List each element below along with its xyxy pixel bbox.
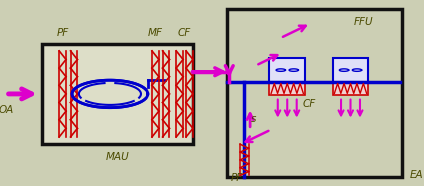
Bar bbox=[332, 82, 368, 95]
Bar bbox=[269, 82, 305, 95]
Text: MAU: MAU bbox=[106, 152, 129, 162]
Text: EA: EA bbox=[410, 170, 424, 180]
Text: PF: PF bbox=[231, 173, 243, 183]
Text: MF: MF bbox=[148, 28, 163, 38]
Bar bbox=[269, 58, 305, 82]
Bar bbox=[227, 9, 402, 177]
Text: CF: CF bbox=[302, 99, 315, 109]
Text: CF: CF bbox=[178, 28, 191, 38]
Text: FFU: FFU bbox=[354, 17, 373, 27]
Text: s: s bbox=[251, 114, 257, 124]
Bar bbox=[42, 44, 193, 144]
Text: OA: OA bbox=[0, 105, 14, 115]
Bar bbox=[332, 58, 368, 82]
Text: PF: PF bbox=[56, 28, 69, 38]
